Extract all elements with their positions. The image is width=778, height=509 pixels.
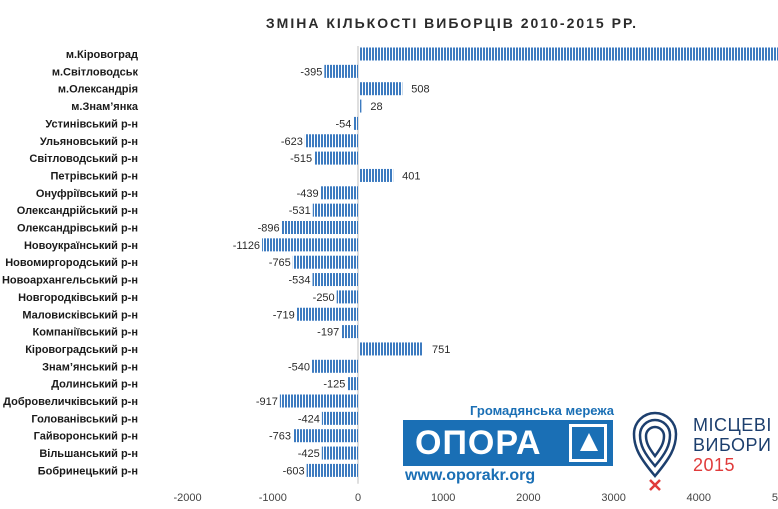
value-label: -765 <box>269 257 291 269</box>
value-label: -531 <box>289 205 311 217</box>
bar <box>324 64 358 78</box>
value-label: -534 <box>288 275 310 287</box>
bar <box>359 82 403 96</box>
value-label: 401 <box>402 170 420 182</box>
category-labels: м.Кіровоград м.Світловодськ м.Олександрія м… <box>2 49 139 477</box>
pin-logo-icon <box>632 411 678 491</box>
value-label: -197 <box>317 327 339 339</box>
bar <box>281 221 358 234</box>
value-label: -250 <box>313 292 335 304</box>
category-label: Новгородківський р-н <box>18 292 138 304</box>
bar <box>306 463 358 477</box>
category-label: Світловодський р-н <box>29 153 138 165</box>
value-label: -603 <box>283 465 305 477</box>
mv-line-1: МІСЦЕВІ <box>693 415 772 435</box>
x-tick-label: -1000 <box>259 492 287 504</box>
bar <box>321 411 358 425</box>
value-label: 508 <box>411 84 429 96</box>
category-label: Олександрійський р-н <box>17 205 138 217</box>
value-labels: -395 508 28 -54 -623 -515 401 -439 -531 -896 -1126… <box>233 66 451 477</box>
category-label: Бобринецький р-н <box>38 465 138 477</box>
category-label: Олександрівський р-н <box>17 223 138 235</box>
value-label: -125 <box>323 379 345 391</box>
category-label: Вільшанський р-н <box>39 448 138 460</box>
bar <box>262 238 358 252</box>
opora-logo: ОПОРА <box>403 420 613 466</box>
bar <box>320 186 358 200</box>
x-tick-label: 0 <box>355 492 361 504</box>
x-tick-label: 4000 <box>687 492 711 504</box>
bar <box>353 116 358 130</box>
category-label: м.Кіровоград <box>66 49 138 61</box>
opora-wordmark: ОПОРА <box>415 424 542 462</box>
bar <box>304 134 358 148</box>
category-label: Знам’янський р-н <box>42 361 138 373</box>
x-tick-label: 5 <box>772 492 778 504</box>
value-label: -763 <box>269 431 291 443</box>
category-label: Голованівський р-н <box>31 413 138 425</box>
value-label: -540 <box>288 361 310 373</box>
bar <box>347 377 358 391</box>
bar <box>312 273 358 287</box>
opora-url: www.oporakr.org <box>405 467 536 484</box>
category-label: Петрівський р-н <box>50 170 138 182</box>
bar <box>336 290 358 304</box>
mv-year: 2015 <box>693 455 736 475</box>
bar <box>311 359 358 373</box>
category-label: Компаніївський р-н <box>33 327 138 339</box>
value-label: -515 <box>290 153 312 165</box>
category-label: Гайворонський р-н <box>34 431 138 443</box>
category-label: м.Знам’янка <box>71 101 139 113</box>
x-tick-label: 1000 <box>431 492 455 504</box>
bar <box>312 203 358 217</box>
value-label: -1126 <box>233 240 260 252</box>
bar <box>279 394 358 408</box>
bar <box>321 446 358 460</box>
category-label: Новомиргородський р-н <box>5 257 138 269</box>
category-label: Новоархангельський р-н <box>2 275 138 287</box>
value-label: 28 <box>370 101 382 113</box>
value-label: -623 <box>281 136 303 148</box>
value-label: 751 <box>432 344 450 356</box>
category-label: Новоукраїнський р-н <box>24 240 138 252</box>
bar <box>359 99 362 113</box>
value-label: -395 <box>300 66 322 78</box>
bar <box>341 325 358 339</box>
bars-group <box>262 46 778 484</box>
mv-line-2: ВИБОРИ <box>693 435 772 455</box>
category-label: Ульяновський р-н <box>40 136 138 148</box>
bar <box>359 342 423 356</box>
local-elections-logo-text: МІСЦЕВІ ВИБОРИ 2015 <box>693 415 772 475</box>
category-label: м.Олександрія <box>58 84 138 96</box>
opora-tagline: Громадянська мережа <box>470 403 614 418</box>
value-label: -917 <box>256 396 278 408</box>
bar <box>314 151 358 165</box>
category-label: Устинівський р-н <box>45 118 138 130</box>
category-label: Долинський р-н <box>51 379 138 391</box>
bar <box>292 255 358 269</box>
category-label: Добровеличківський р-н <box>3 396 138 408</box>
x-axis-ticks: -2000 -1000 0 1000 2000 3000 4000 5 <box>174 492 778 504</box>
value-label: -719 <box>273 309 295 321</box>
x-tick-label: 2000 <box>516 492 540 504</box>
value-label: -425 <box>298 448 320 460</box>
triangle-icon <box>569 424 607 462</box>
value-label: -54 <box>335 118 351 130</box>
chart-title: ЗМІНА КІЛЬКОСТІ ВИБОРЦІВ 2010-2015 РР. <box>266 15 638 31</box>
value-label: -439 <box>297 188 319 200</box>
value-label: -424 <box>298 413 320 425</box>
category-label: Маловисківський р-н <box>22 309 138 321</box>
bar <box>296 307 358 321</box>
value-label: -896 <box>258 223 280 235</box>
category-label: м.Світловодськ <box>52 66 139 78</box>
x-tick-label: 3000 <box>601 492 625 504</box>
bar <box>359 47 778 61</box>
category-label: Онуфріївський р-н <box>36 188 138 200</box>
category-label: Кіровоградський р-н <box>25 344 138 356</box>
x-tick-label: -2000 <box>174 492 202 504</box>
bar <box>292 429 358 443</box>
bar <box>359 168 394 182</box>
